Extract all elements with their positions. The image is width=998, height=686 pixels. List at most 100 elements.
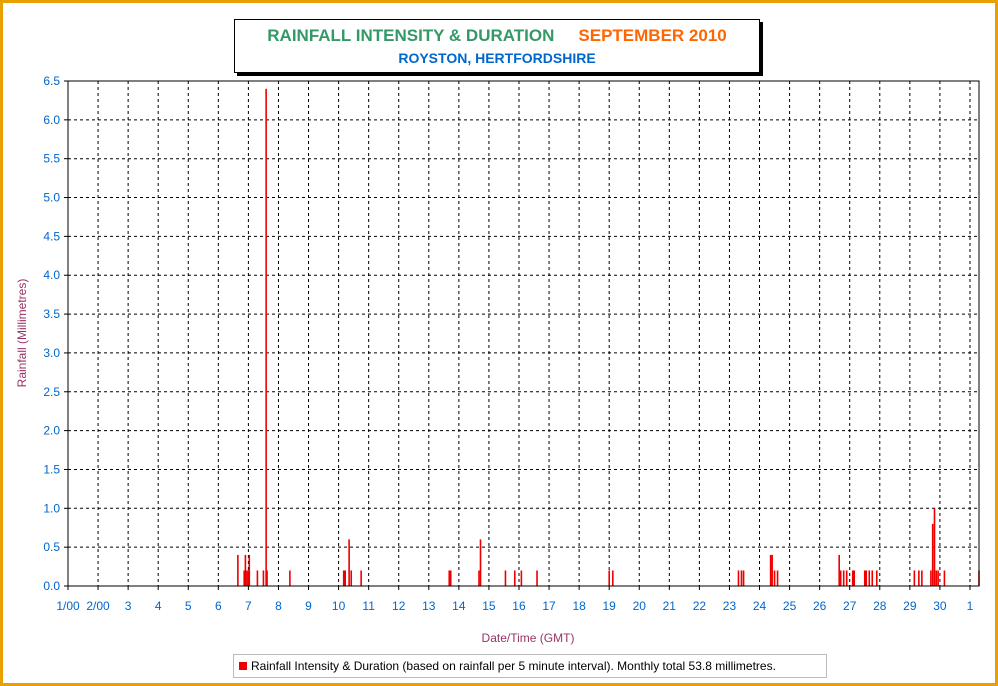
- y-tick-label: 5.0: [43, 191, 60, 205]
- rainfall-bar: [608, 570, 610, 586]
- rainfall-bar: [839, 570, 842, 586]
- rainfall-bar: [769, 554, 772, 586]
- y-tick-label: 0.0: [43, 579, 60, 593]
- rainfall-bar: [935, 570, 938, 586]
- x-tick-label: 2/00: [86, 599, 110, 613]
- y-tick-label: 6.5: [43, 74, 60, 88]
- rainfall-bar: [265, 88, 267, 587]
- rainfall-bar: [478, 570, 480, 586]
- rainfall-bar: [838, 554, 840, 586]
- chart-title: RAINFALL INTENSITY & DURATION: [267, 26, 555, 45]
- rainfall-bar: [248, 554, 251, 586]
- x-tick-label: 14: [452, 599, 466, 613]
- x-tick-label: 6: [215, 599, 222, 613]
- rainfall-bar: [933, 508, 936, 586]
- rainfall-bar: [611, 570, 614, 586]
- rainfall-bar: [256, 570, 259, 586]
- x-tick-label: 29: [903, 599, 917, 613]
- x-tick-label: 11: [362, 599, 375, 613]
- rainfall-bar: [449, 570, 452, 586]
- y-tick-label: 3.0: [43, 346, 60, 360]
- x-tick-label: 23: [723, 599, 737, 613]
- title-box: RAINFALL INTENSITY & DURATION SEPTEMBER 2…: [234, 19, 760, 73]
- rainfall-bar: [504, 570, 507, 586]
- rainfall-bar: [918, 570, 920, 586]
- rainfall-bar: [243, 570, 245, 586]
- rainfall-bar: [853, 570, 856, 586]
- y-tick-label: 4.5: [43, 229, 60, 243]
- plot-area-border: [67, 80, 980, 587]
- x-tick-label: 30: [933, 599, 947, 613]
- rainfall-bar: [520, 570, 523, 586]
- x-tick-label: 13: [422, 599, 436, 613]
- rainfall-bar: [237, 554, 239, 586]
- rainfall-bar: [842, 570, 845, 586]
- rainfall-bar: [742, 570, 745, 586]
- x-tick-label: 19: [603, 599, 617, 613]
- y-tick-label: 2.0: [43, 424, 60, 438]
- rainfall-bars: [237, 88, 980, 587]
- chart-subtitle: ROYSTON, HERTFORDSHIRE: [398, 50, 596, 66]
- rainfall-bar: [845, 570, 848, 586]
- rainfall-bar: [771, 554, 773, 586]
- title-line: RAINFALL INTENSITY & DURATION SEPTEMBER 2…: [235, 26, 759, 46]
- rainfall-bar: [513, 570, 516, 586]
- y-tick-label: 6.0: [43, 113, 60, 127]
- rainfall-bar: [740, 570, 743, 586]
- x-axis-title: Date/Time (GMT): [482, 631, 575, 645]
- y-tick-label: 1.5: [43, 462, 60, 476]
- rainfall-bar: [930, 570, 932, 586]
- y-axis-ticks: 0.0 0.5 1.0 1.5 2.0 2.5 3.0 3.5 4.0 4.5 5.0 5.5 6.0 6…: [43, 74, 68, 593]
- x-tick-label: 21: [663, 599, 677, 613]
- rainfall-bar: [737, 570, 740, 586]
- rainfall-bar: [448, 570, 451, 586]
- x-tick-label: 10: [332, 599, 346, 613]
- x-tick-label: 22: [693, 599, 707, 613]
- rainfall-bar: [536, 570, 538, 586]
- x-tick-label: 7: [245, 599, 252, 613]
- y-tick-label: 0.5: [43, 540, 60, 554]
- legend-swatch: [239, 662, 247, 670]
- x-tick-label: 1: [967, 599, 974, 613]
- x-tick-label: 4: [155, 599, 162, 613]
- rainfall-bar: [875, 570, 878, 586]
- x-tick-label: 20: [633, 599, 647, 613]
- chart-month: SEPTEMBER 2010: [578, 26, 727, 45]
- x-tick-label: 27: [843, 599, 857, 613]
- y-axis-title: Rainfall (Millimetres): [15, 279, 29, 388]
- y-tick-label: 5.5: [43, 152, 60, 166]
- rainfall-bar: [246, 570, 248, 586]
- x-tick-label: 5: [185, 599, 192, 613]
- rainfall-bar: [863, 570, 866, 586]
- x-tick-label: 9: [305, 599, 312, 613]
- x-tick-label: 1/00: [56, 599, 80, 613]
- x-tick-label: 16: [512, 599, 526, 613]
- rainfall-bar: [247, 570, 250, 586]
- x-tick-label: 12: [392, 599, 406, 613]
- rainfall-bar: [350, 570, 353, 586]
- rainfall-bar: [921, 570, 923, 586]
- x-tick-label: 3: [125, 599, 132, 613]
- legend: Rainfall Intensity & Duration (based on …: [233, 654, 827, 678]
- y-tick-label: 3.5: [43, 307, 60, 321]
- rainfall-bar: [776, 570, 779, 586]
- y-tick-label: 2.5: [43, 385, 60, 399]
- rainfall-bar: [865, 570, 868, 586]
- legend-label: Rainfall Intensity & Duration (based on …: [251, 659, 776, 673]
- grid-lines: [68, 81, 979, 586]
- x-tick-label: 24: [753, 599, 767, 613]
- rainfall-bar: [943, 570, 946, 586]
- x-tick-label: 18: [572, 599, 586, 613]
- rainfall-bar: [937, 570, 939, 586]
- rainfall-bar: [868, 570, 871, 586]
- rainfall-bar: [348, 539, 350, 586]
- x-tick-label: 28: [873, 599, 887, 613]
- rainfall-bar: [931, 523, 934, 586]
- rainfall-bar: [851, 570, 854, 586]
- rainfall-bar: [289, 570, 291, 586]
- rainfall-bar: [342, 570, 345, 586]
- rainfall-bar: [344, 570, 347, 586]
- x-tick-label: 26: [813, 599, 827, 613]
- x-tick-label: 8: [275, 599, 282, 613]
- y-tick-label: 1.0: [43, 501, 60, 515]
